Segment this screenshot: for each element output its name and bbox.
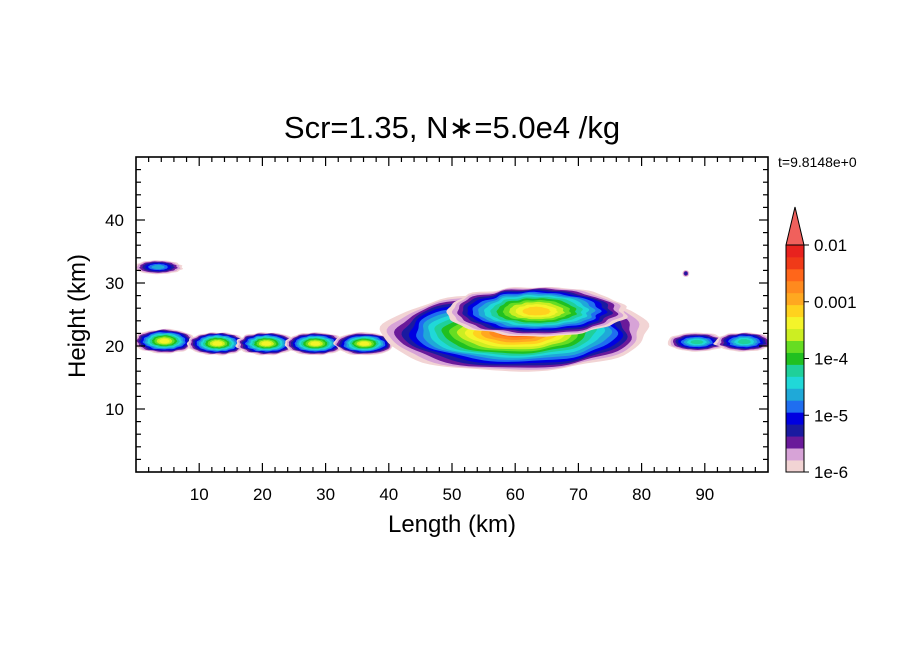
x-tick-label: 10 xyxy=(190,485,209,504)
colorbar-tick-label: 1e-5 xyxy=(814,406,848,425)
contour-level xyxy=(522,306,551,316)
colorbar-swatch xyxy=(786,388,804,401)
contour-region xyxy=(667,332,768,352)
colorbar-swatch xyxy=(786,304,804,318)
colorbar-swatch xyxy=(786,245,804,258)
contour-level xyxy=(151,264,165,270)
x-axis-label: Length (km) xyxy=(388,511,516,538)
colorbar-swatch xyxy=(786,268,804,282)
contour-level xyxy=(690,339,704,345)
colorbar-tick-labels: 0.01 0.001 1e-4 1e-5 1e-6 xyxy=(804,236,857,482)
contour-field xyxy=(136,260,768,372)
contour-level xyxy=(359,341,370,346)
colorbar-swatch xyxy=(786,412,804,425)
contour-level xyxy=(310,341,321,346)
colorbar-swatch xyxy=(786,364,804,377)
x-tick-label: 40 xyxy=(379,485,398,504)
x-tick-label: 30 xyxy=(316,485,335,504)
contour-level xyxy=(212,341,223,346)
x-tick-label: 60 xyxy=(506,485,525,504)
x-tick-label: 50 xyxy=(443,485,462,504)
colorbar-swatch xyxy=(786,352,804,365)
x-tick-label: 90 xyxy=(695,485,714,504)
axis-ticks xyxy=(136,157,768,472)
colorbar-swatch xyxy=(786,256,804,270)
x-tick-label: 20 xyxy=(253,485,272,504)
colorbar-swatch xyxy=(786,316,804,330)
colorbar-extend-arrow xyxy=(785,206,805,246)
y-tick-label: 30 xyxy=(105,274,124,293)
colorbar-swatch xyxy=(786,280,804,294)
contour-region xyxy=(136,328,197,354)
colorbar-swatch xyxy=(786,448,804,461)
y-tick-label: 20 xyxy=(105,337,124,356)
colorbar xyxy=(785,206,805,473)
y-tick-labels: 10 20 30 40 xyxy=(105,211,124,419)
time-label: t=9.8148e+0 xyxy=(778,154,857,170)
contour-level xyxy=(684,271,688,275)
x-tick-label: 70 xyxy=(569,485,588,504)
x-tick-labels: 10 20 30 40 50 60 70 80 90 xyxy=(190,485,715,504)
colorbar-tick-label: 1e-6 xyxy=(814,463,848,482)
colorbar-tick-label: 1e-4 xyxy=(814,350,848,369)
colorbar-swatch xyxy=(786,292,804,306)
contour-region xyxy=(379,287,650,372)
contour-level xyxy=(261,341,272,346)
colorbar-swatch xyxy=(786,400,804,413)
colorbar-swatch xyxy=(786,460,804,473)
colorbar-swatch xyxy=(786,436,804,449)
colorbar-swatch xyxy=(786,340,804,353)
contour-region xyxy=(186,332,395,356)
contour-level xyxy=(159,338,170,344)
contour-region xyxy=(682,270,690,277)
y-axis-label: Height (km) xyxy=(64,254,91,378)
chart-title: Scr=1.35, N∗=5.0e4 /kg xyxy=(284,110,620,145)
x-tick-label: 80 xyxy=(632,485,651,504)
colorbar-swatch xyxy=(786,328,804,341)
colorbar-tick-label: 0.01 xyxy=(814,236,847,255)
y-tick-label: 40 xyxy=(105,211,124,230)
colorbar-swatch xyxy=(786,424,804,437)
contour-level xyxy=(737,339,751,345)
y-tick-label: 10 xyxy=(105,400,124,419)
colorbar-swatch xyxy=(786,376,804,389)
contour-region xyxy=(136,260,183,275)
colorbar-tick-label: 0.001 xyxy=(814,293,857,312)
